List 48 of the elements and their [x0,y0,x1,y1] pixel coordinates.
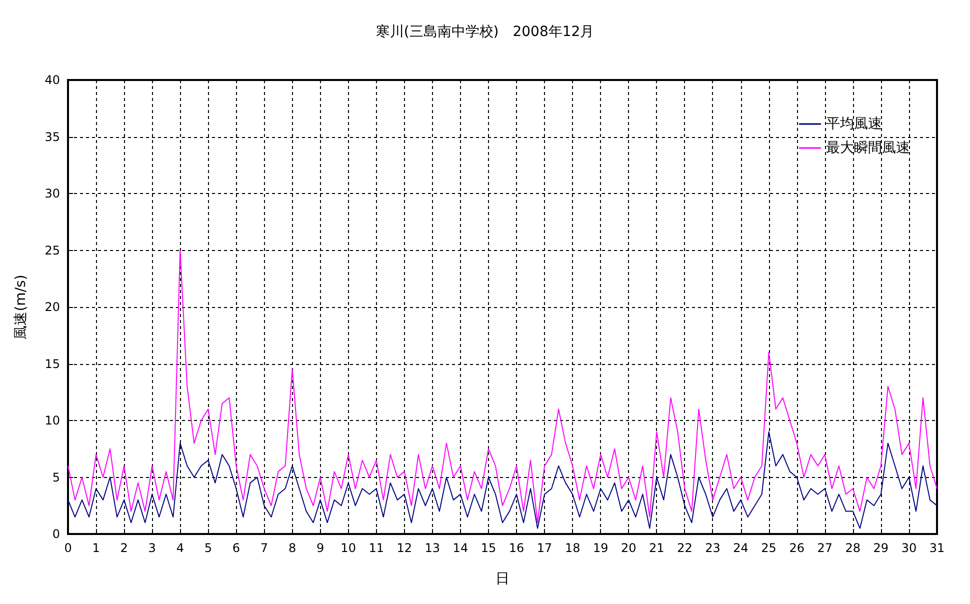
x-tick-label: 13 [424,541,440,555]
chart-title: 寒川(三島南中学校) 2008年12月 [376,24,594,40]
x-tick-label: 21 [649,541,664,555]
line-series [68,250,938,524]
x-tick-label: 28 [845,541,861,555]
x-tick-label: 0 [64,541,72,555]
x-tick-label: 7 [260,541,268,555]
x-tick-label: 29 [873,541,889,555]
x-tick-label: 12 [396,541,412,555]
y-tick-label: 5 [52,470,60,484]
x-tick-label: 8 [288,541,296,555]
x-tick-label: 3 [148,541,156,555]
x-tick-label: 15 [480,541,496,555]
y-tick-label: 15 [44,356,60,371]
x-tick-label: 26 [789,541,804,555]
x-tick-label: 23 [705,541,720,555]
x-axis-title: 日 [496,571,510,587]
x-tick-label: 4 [176,541,184,555]
x-tick-label: 19 [592,541,608,555]
x-tick-label: 2 [120,541,128,555]
x-tick-label: 17 [536,541,552,555]
legend-label: 平均風速 [826,116,882,132]
y-tick-label: 40 [44,73,60,87]
y-tick-label: 25 [44,243,60,258]
x-tick-label: 11 [368,541,384,555]
x-tick-label: 25 [761,541,776,555]
x-tick-label: 18 [564,541,580,555]
x-tick-label: 9 [316,541,324,555]
x-tick-label: 16 [508,541,524,555]
x-tick-label: 31 [929,541,945,555]
y-tick-label: 35 [44,130,60,144]
x-tick-label: 1 [92,541,100,555]
x-tick-label: 27 [817,541,833,555]
y-tick-label: 0 [52,527,60,541]
y-tick-label: 10 [44,414,60,428]
y-axis-title: 風速(m/s) [13,274,29,340]
x-tick-label: 30 [901,541,917,555]
x-tick-label: 5 [204,541,212,555]
x-tick-label: 20 [621,541,636,555]
x-tick-label: 14 [452,541,468,555]
x-tick-label: 6 [232,541,240,555]
x-tick-label: 22 [677,541,692,555]
x-tick-label: 24 [733,541,748,555]
legend-label: 最大瞬間風速 [826,140,910,156]
y-tick-label: 30 [44,186,60,200]
x-tick-label: 10 [340,541,356,555]
line-series [68,431,938,529]
y-tick-label: 20 [44,300,60,314]
